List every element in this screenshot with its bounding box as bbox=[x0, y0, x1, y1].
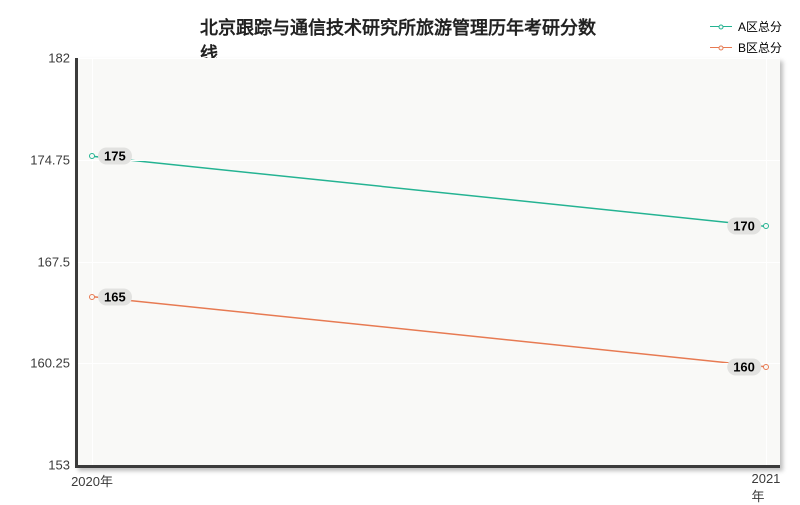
value-label: 165 bbox=[98, 288, 132, 305]
legend-swatch bbox=[710, 47, 732, 48]
series-line bbox=[92, 297, 766, 367]
data-marker bbox=[763, 223, 769, 229]
legend: A区总分 B区总分 bbox=[710, 18, 782, 60]
value-label: 160 bbox=[727, 358, 761, 375]
y-axis-label: 160.25 bbox=[30, 356, 78, 371]
legend-label: A区总分 bbox=[738, 18, 782, 35]
legend-swatch bbox=[710, 26, 732, 27]
gridline-vertical bbox=[766, 58, 767, 465]
gridline-horizontal bbox=[78, 58, 780, 59]
data-marker bbox=[89, 294, 95, 300]
gridline-horizontal bbox=[78, 160, 780, 161]
data-marker bbox=[763, 364, 769, 370]
value-label: 175 bbox=[98, 148, 132, 165]
x-axis-label: 2021年 bbox=[751, 465, 780, 505]
legend-marker-icon bbox=[718, 25, 723, 30]
legend-marker-icon bbox=[718, 46, 723, 51]
legend-item: A区总分 bbox=[710, 18, 782, 35]
chart-container: 北京跟踪与通信技术研究所旅游管理历年考研分数线 A区总分B区总分 153160.… bbox=[0, 0, 800, 500]
data-marker bbox=[89, 153, 95, 159]
plot-area: 153160.25167.5174.751822020年2021年1751701… bbox=[75, 58, 780, 468]
x-axis-label: 2020年 bbox=[71, 465, 113, 490]
gridline-horizontal bbox=[78, 363, 780, 364]
value-label: 170 bbox=[727, 218, 761, 235]
gridline-vertical bbox=[92, 58, 93, 465]
gridline-horizontal bbox=[78, 262, 780, 263]
legend-label: B区总分 bbox=[738, 39, 782, 56]
y-axis-label: 167.5 bbox=[37, 254, 78, 269]
y-axis-label: 174.75 bbox=[30, 152, 78, 167]
series-line bbox=[92, 156, 766, 226]
y-axis-label: 182 bbox=[48, 51, 78, 66]
legend-item: B区总分 bbox=[710, 39, 782, 56]
